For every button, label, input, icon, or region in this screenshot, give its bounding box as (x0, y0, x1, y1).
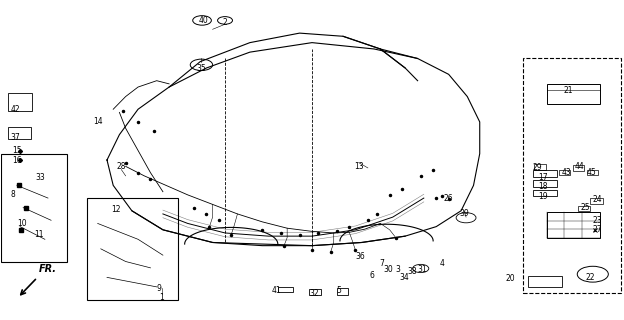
Bar (547, 84, 600, 105)
Text: 22: 22 (585, 273, 595, 282)
Text: 28: 28 (117, 162, 126, 171)
Text: 25: 25 (580, 203, 590, 212)
Text: 20: 20 (506, 275, 515, 284)
Text: 41: 41 (272, 285, 281, 295)
Text: 40: 40 (198, 16, 208, 25)
Text: 23: 23 (593, 216, 603, 225)
Bar (532, 180, 557, 187)
Text: 32: 32 (309, 289, 319, 298)
Bar (590, 198, 603, 204)
Bar (1, 154, 67, 261)
Text: 42: 42 (10, 105, 20, 114)
Bar (534, 164, 545, 170)
Text: 17: 17 (539, 173, 548, 182)
Text: 5: 5 (336, 285, 341, 295)
Text: 39: 39 (459, 209, 469, 219)
Bar (528, 276, 562, 287)
Text: 35: 35 (197, 63, 207, 73)
Bar (278, 287, 293, 292)
Bar (523, 59, 622, 293)
Bar (587, 170, 598, 175)
Bar (532, 171, 557, 178)
Bar (532, 189, 557, 196)
Text: FR.: FR. (39, 264, 57, 275)
Bar (547, 212, 600, 238)
Bar (559, 170, 570, 175)
Text: 18: 18 (539, 182, 548, 191)
Text: 38: 38 (408, 267, 417, 276)
Bar (573, 165, 584, 171)
Text: 16: 16 (12, 156, 22, 164)
Bar (578, 206, 590, 212)
Bar (7, 127, 31, 140)
Text: 8: 8 (10, 190, 15, 199)
Text: 33: 33 (36, 173, 46, 182)
Text: 37: 37 (10, 133, 20, 142)
Text: 21: 21 (563, 86, 573, 95)
Text: 3: 3 (395, 265, 400, 274)
Text: 12: 12 (112, 205, 121, 214)
Text: 10: 10 (17, 219, 27, 228)
Text: 14: 14 (93, 117, 102, 126)
Text: 36: 36 (356, 252, 365, 261)
Text: 24: 24 (593, 195, 603, 204)
Text: 30: 30 (383, 265, 392, 274)
Text: 11: 11 (34, 230, 44, 239)
Text: 13: 13 (354, 162, 363, 171)
Text: 19: 19 (539, 192, 548, 201)
Bar (309, 289, 321, 295)
Text: 6: 6 (369, 271, 374, 280)
Text: 7: 7 (379, 259, 384, 268)
Bar (7, 93, 32, 111)
Bar (337, 288, 348, 294)
Text: 43: 43 (562, 168, 572, 177)
Text: 27: 27 (593, 225, 603, 234)
Text: 2: 2 (223, 18, 227, 27)
Text: 34: 34 (399, 273, 409, 282)
Text: 9: 9 (156, 284, 161, 293)
Text: 15: 15 (12, 146, 22, 155)
Text: 45: 45 (587, 168, 597, 177)
Text: 1: 1 (159, 293, 164, 302)
Text: 26: 26 (444, 194, 454, 203)
Text: 31: 31 (417, 265, 427, 274)
Text: 44: 44 (574, 162, 584, 171)
Text: 4: 4 (440, 259, 445, 268)
Text: 29: 29 (532, 164, 542, 172)
Bar (87, 198, 178, 300)
